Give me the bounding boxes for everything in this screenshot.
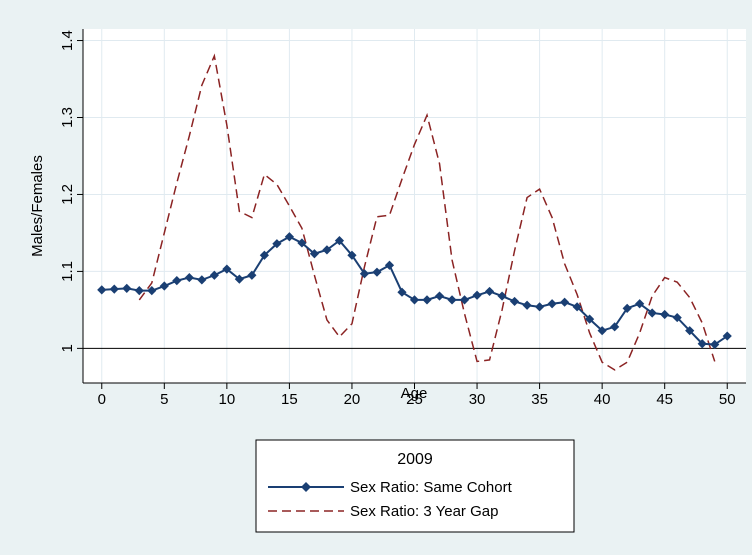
data-point-same-cohort <box>509 296 520 307</box>
data-point-same-cohort <box>259 250 269 260</box>
data-point-same-cohort <box>647 308 657 318</box>
legend-entry-same-cohort: Sex Ratio: Same Cohort <box>268 479 513 496</box>
data-point-same-cohort <box>159 281 169 291</box>
data-point-same-cohort <box>122 283 132 293</box>
data-point-same-cohort <box>384 260 395 270</box>
x-tick-label: 40 <box>594 391 611 408</box>
data-point-same-cohort <box>234 274 244 284</box>
data-point-same-cohort <box>334 236 345 246</box>
legend-title: 2009 <box>397 451 433 468</box>
data-point-same-cohort <box>422 295 432 305</box>
x-tick-label: 5 <box>160 391 168 408</box>
data-point-same-cohort <box>472 290 482 300</box>
data-point-same-cohort <box>697 339 707 349</box>
legend-marker-diamond <box>301 482 311 492</box>
legend-label-same-cohort: Sex Ratio: Same Cohort <box>350 479 513 496</box>
data-point-same-cohort <box>560 297 570 307</box>
y-tick-label: 1.1 <box>59 261 76 282</box>
data-point-same-cohort <box>459 295 470 305</box>
series-line-3-year-gap <box>138 53 716 371</box>
data-point-same-cohort <box>610 322 620 332</box>
data-point-same-cohort <box>247 270 257 280</box>
tick-labels: 0 5 10 15 20 25 30 35 40 45 50 1 1.1 1.2 1.3 1.4 <box>59 30 736 408</box>
data-point-same-cohort <box>272 239 282 249</box>
data-point-same-cohort <box>322 245 332 255</box>
data-point-same-cohort <box>197 275 207 285</box>
data-point-same-cohort <box>284 232 295 242</box>
y-tick-label: 1.4 <box>59 30 76 51</box>
data-point-same-cohort <box>97 285 107 295</box>
y-axis-label: Males/Females <box>29 155 46 257</box>
data-point-same-cohort <box>297 238 307 248</box>
x-tick-label: 20 <box>344 391 361 408</box>
data-point-same-cohort <box>484 286 495 297</box>
data-point-same-cohort <box>522 300 532 310</box>
y-tick-label: 1 <box>59 344 76 352</box>
data-point-same-cohort <box>309 249 320 259</box>
data-point-same-cohort <box>359 269 370 279</box>
data-point-same-cohort <box>585 314 595 324</box>
data-point-same-cohort <box>597 326 607 336</box>
legend: 2009 Sex Ratio: Same Cohort Sex Ratio: 3… <box>255 439 575 533</box>
data-point-same-cohort <box>209 270 219 280</box>
data-point-same-cohort <box>447 295 457 305</box>
data-point-same-cohort <box>660 309 670 320</box>
data-point-same-cohort <box>434 291 445 301</box>
data-point-same-cohort <box>147 286 157 296</box>
grid-lines <box>83 29 746 383</box>
data-point-same-cohort <box>672 312 682 323</box>
legend-entry-3-year-gap: Sex Ratio: 3 Year Gap <box>268 503 498 520</box>
data-point-same-cohort <box>184 272 194 283</box>
data-point-same-cohort <box>347 250 357 260</box>
data-point-same-cohort <box>572 302 582 312</box>
x-axis-label: Age <box>401 385 428 402</box>
y-tick-label: 1.3 <box>59 107 76 128</box>
legend-label-3-year-gap: Sex Ratio: 3 Year Gap <box>350 503 498 520</box>
x-tick-label: 50 <box>719 391 736 408</box>
data-point-same-cohort <box>109 284 119 294</box>
data-point-same-cohort <box>622 303 632 313</box>
data-point-same-cohort <box>409 295 420 305</box>
data-point-same-cohort <box>722 331 732 341</box>
data-point-same-cohort <box>372 267 382 277</box>
x-tick-label: 25 <box>406 391 423 408</box>
data-point-same-cohort <box>172 276 182 286</box>
data-point-same-cohort <box>222 264 232 274</box>
series <box>97 53 732 371</box>
data-point-same-cohort <box>710 339 720 350</box>
x-tick-label: 0 <box>98 391 106 408</box>
x-tick-label: 15 <box>281 391 298 408</box>
data-point-same-cohort <box>497 291 507 301</box>
data-point-same-cohort <box>635 299 645 309</box>
data-point-same-cohort <box>534 302 545 312</box>
y-tick-label: 1.2 <box>59 184 76 205</box>
x-tick-label: 30 <box>469 391 486 408</box>
x-tick-label: 45 <box>656 391 673 408</box>
data-point-same-cohort <box>547 299 557 309</box>
data-point-same-cohort <box>397 287 407 297</box>
data-point-same-cohort <box>134 286 144 296</box>
x-tick-label: 10 <box>219 391 236 408</box>
data-point-same-cohort <box>685 326 695 336</box>
x-tick-label: 35 <box>531 391 548 408</box>
